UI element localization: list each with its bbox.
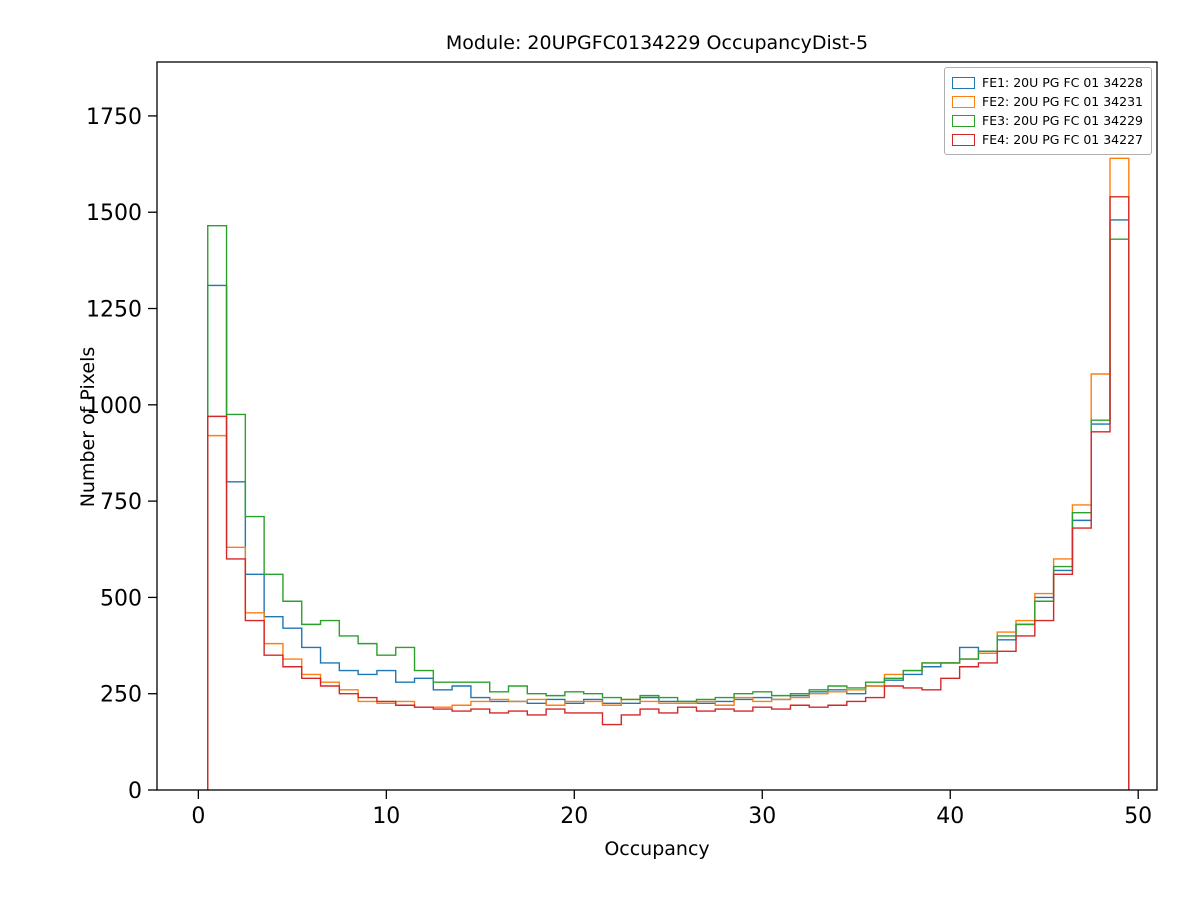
- x-axis-label: Occupancy: [604, 838, 710, 860]
- chart-title: Module: 20UPGFC0134229 OccupancyDist-5: [445, 32, 869, 54]
- legend-label: FE4: 20U PG FC 01 34227: [982, 132, 1143, 147]
- legend-item: FE4: 20U PG FC 01 34227: [952, 130, 1143, 149]
- x-tick-label: 50: [1124, 804, 1152, 829]
- legend-label: FE3: 20U PG FC 01 34229: [982, 113, 1143, 128]
- legend-swatch: [952, 114, 975, 127]
- x-tick-label: 10: [372, 804, 400, 829]
- axes-frame: [156, 61, 1158, 791]
- y-tick-label: 1500: [86, 201, 142, 226]
- y-tick-label: 500: [100, 586, 142, 611]
- y-tick-label: 1750: [86, 105, 142, 130]
- series-line-2: [207, 157, 1130, 790]
- x-tick-label: 40: [936, 804, 964, 829]
- y-tick-label: 750: [100, 490, 142, 515]
- legend-swatch: [952, 95, 975, 108]
- series-line-3: [207, 225, 1130, 790]
- y-tick-label: 1250: [86, 298, 142, 323]
- legend-label: FE1: 20U PG FC 01 34228: [982, 75, 1143, 90]
- x-tick-label: 0: [191, 804, 205, 829]
- legend-item: FE3: 20U PG FC 01 34229: [952, 111, 1143, 130]
- y-tick-label: 250: [100, 683, 142, 708]
- y-tick-label: 1000: [86, 394, 142, 419]
- series-line-1: [207, 219, 1130, 790]
- x-tick-label: 20: [560, 804, 588, 829]
- legend-swatch: [952, 76, 975, 89]
- legend: FE1: 20U PG FC 01 34228 FE2: 20U PG FC 01…: [944, 67, 1152, 155]
- y-axis-label: Number of Pixels: [77, 346, 99, 508]
- legend-swatch: [952, 133, 975, 146]
- y-tick-label: 0: [128, 779, 142, 804]
- legend-item: FE2: 20U PG FC 01 34231: [952, 92, 1143, 111]
- x-tick-label: 30: [748, 804, 776, 829]
- legend-item: FE1: 20U PG FC 01 34228: [952, 73, 1143, 92]
- series-line-4: [207, 196, 1130, 790]
- legend-label: FE2: 20U PG FC 01 34231: [982, 94, 1143, 109]
